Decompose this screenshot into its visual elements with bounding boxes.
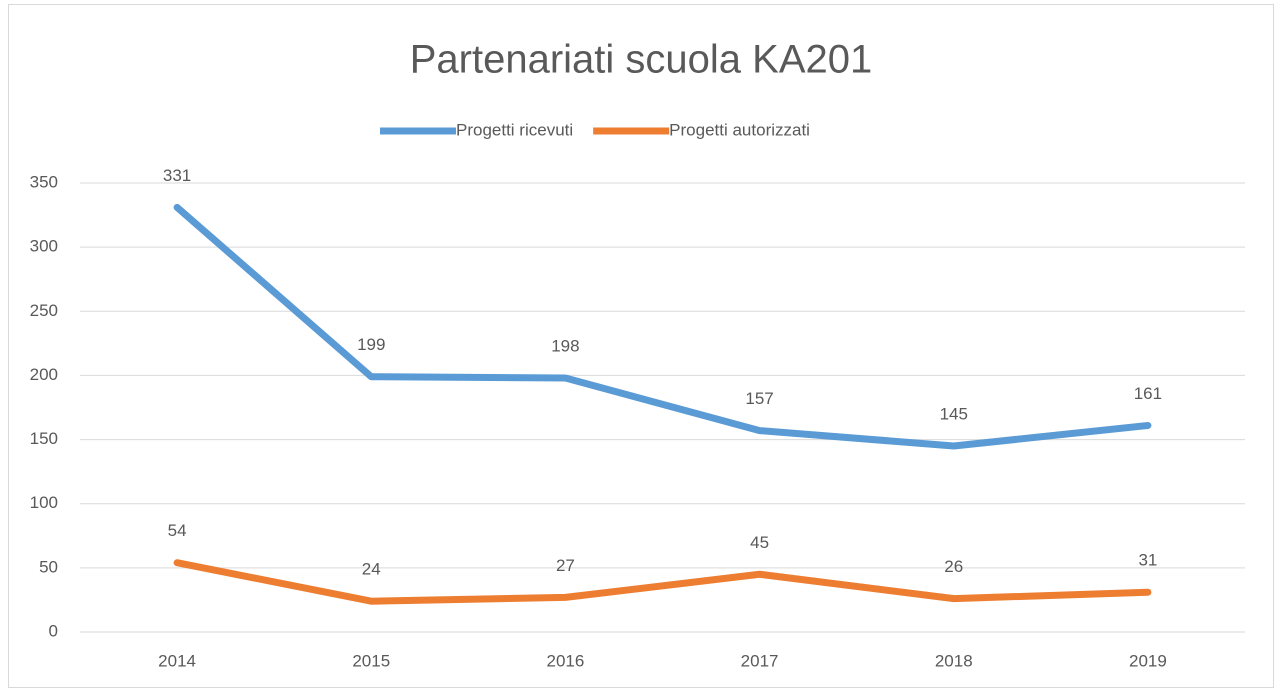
data-label: 27 (556, 556, 575, 575)
y-tick-label: 200 (30, 365, 58, 384)
legend-label: Progetti ricevuti (456, 120, 573, 139)
y-tick-label: 350 (30, 172, 58, 191)
data-label: 26 (944, 557, 963, 576)
series-line (173, 203, 1152, 450)
x-tick-label: 2019 (1129, 651, 1167, 670)
data-label: 331 (163, 166, 191, 185)
y-tick-label: 100 (30, 493, 58, 512)
data-label: 199 (357, 335, 385, 354)
series-line (173, 559, 1152, 605)
data-label: 161 (1134, 384, 1162, 403)
data-label: 157 (745, 389, 773, 408)
data-label: 145 (940, 404, 968, 423)
data-label: 198 (551, 336, 579, 355)
chart-title: Partenariati scuola KA201 (410, 38, 873, 82)
x-tick-label: 2017 (741, 651, 779, 670)
data-label: 45 (750, 533, 769, 552)
x-tick-label: 2016 (547, 651, 585, 670)
data-label: 24 (362, 560, 381, 579)
y-tick-label: 250 (30, 301, 58, 320)
y-tick-label: 300 (30, 237, 58, 256)
data-label: 31 (1138, 551, 1157, 570)
data-label: 54 (168, 521, 187, 540)
x-tick-label: 2018 (935, 651, 973, 670)
y-tick-label: 150 (30, 429, 58, 448)
x-tick-label: 2015 (352, 651, 390, 670)
x-tick-label: 2014 (158, 651, 196, 670)
y-tick-label: 50 (39, 557, 58, 576)
legend-label: Progetti autorizzati (669, 120, 810, 139)
y-tick-label: 0 (49, 621, 58, 640)
